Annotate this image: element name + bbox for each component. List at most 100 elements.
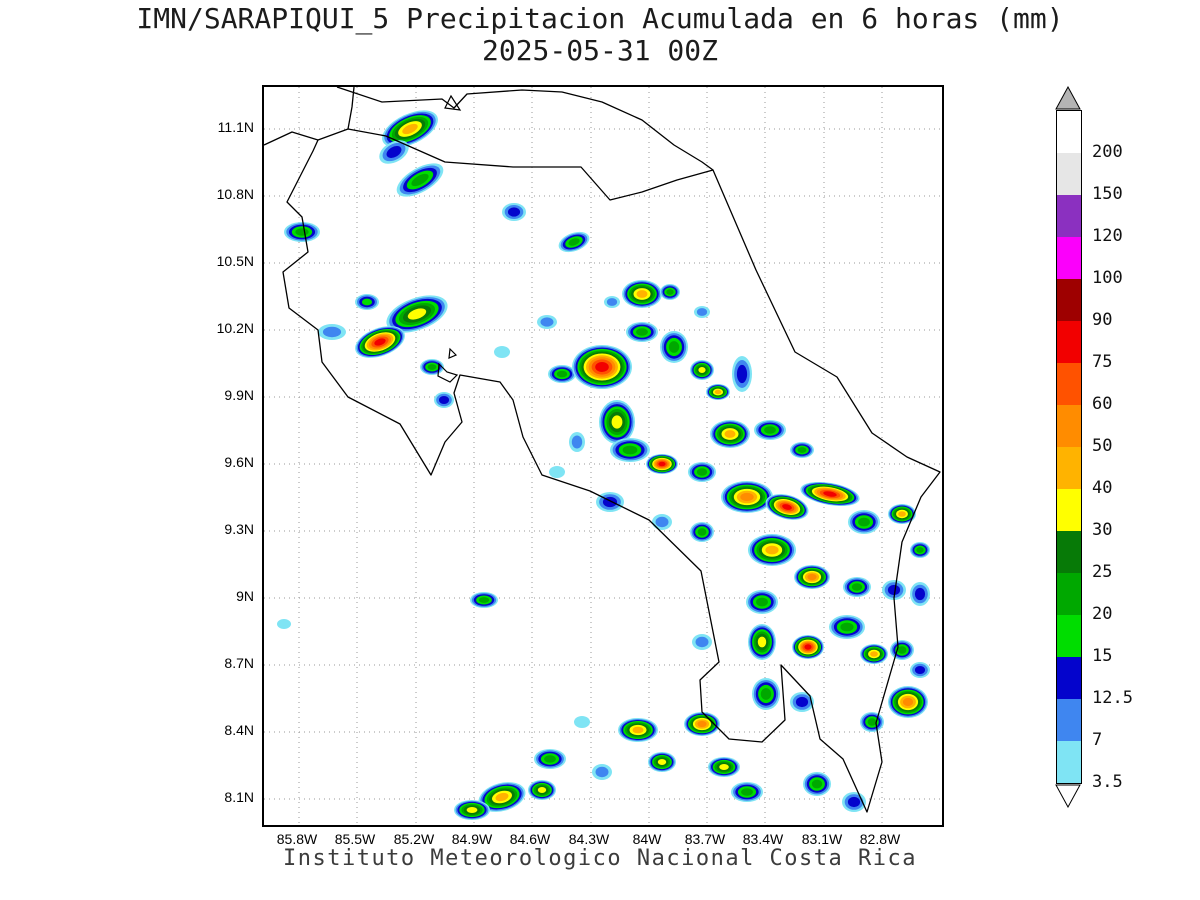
precip-cell	[690, 522, 714, 542]
precip-cell	[660, 284, 680, 300]
colorbar-label: 60	[1092, 394, 1113, 414]
precip-cell	[618, 718, 658, 742]
precip-cell	[396, 163, 444, 197]
precip-cell	[646, 454, 678, 474]
lon-tick-label: 85.5W	[334, 831, 376, 847]
precip-cell	[888, 686, 928, 718]
precip-cell	[626, 322, 658, 342]
precip-cell	[569, 432, 585, 452]
lat-tick-label: 10.5N	[216, 253, 254, 269]
coastline-border	[264, 131, 319, 146]
lat-tick-label: 9.3N	[224, 521, 254, 537]
lon-tick-label: 84.9W	[451, 831, 493, 847]
lon-tick-label: 85.2W	[393, 831, 435, 847]
precip-cell	[420, 359, 444, 375]
precip-cell	[318, 324, 346, 340]
precip-cell	[660, 331, 688, 363]
precip-cell	[558, 231, 590, 253]
precip-cell	[748, 534, 796, 566]
chart-valid-time: 2025-05-31 00Z	[481, 34, 718, 67]
precip-cell	[790, 442, 814, 458]
colorbar-label: 12.5	[1092, 688, 1133, 708]
lon-tick-label: 84.3W	[568, 831, 610, 847]
precip-cell	[688, 462, 716, 482]
precip-cell	[599, 400, 635, 444]
precip-cell	[800, 481, 860, 507]
colorbar-arrow-up-icon	[1055, 86, 1081, 110]
colorbar-label: 30	[1092, 520, 1113, 540]
colorbar-label: 90	[1092, 310, 1113, 330]
precip-cell	[910, 582, 930, 606]
precip-cell	[746, 590, 778, 614]
colorbar-label: 50	[1092, 436, 1113, 456]
colorbar-segment	[1057, 489, 1081, 531]
precip-cell	[829, 615, 865, 639]
precip-cell	[284, 222, 320, 242]
colorbar-label: 40	[1092, 478, 1113, 498]
lat-tick-label: 9N	[236, 588, 254, 604]
lat-tick-label: 8.4N	[224, 722, 254, 738]
precip-cell	[604, 296, 620, 308]
precip-cell	[792, 635, 824, 659]
colorbar-label: 3.5	[1092, 772, 1123, 792]
precip-cell	[386, 295, 448, 333]
colorbar-segment	[1057, 447, 1081, 489]
precip-cell	[706, 384, 730, 400]
colorbar-segment	[1057, 363, 1081, 405]
precip-cell	[860, 644, 888, 664]
island-outline	[448, 347, 458, 359]
colorbar-segment	[1057, 111, 1081, 153]
colorbar-label: 100	[1092, 268, 1123, 288]
precip-cell	[494, 346, 510, 358]
precip-cell	[502, 203, 526, 221]
colorbar-label: 120	[1092, 226, 1123, 246]
precip-cell	[648, 752, 676, 772]
coastline-border	[336, 87, 714, 171]
precip-cell	[470, 592, 498, 608]
island-outline	[444, 94, 462, 111]
precip-cell	[454, 800, 490, 820]
precip-cell	[277, 619, 291, 629]
lat-tick-label: 10.2N	[216, 320, 254, 336]
precip-cell	[528, 780, 556, 800]
colorbar-label: 75	[1092, 352, 1113, 372]
lat-tick-label: 9.9N	[224, 387, 254, 403]
precip-cell	[652, 514, 672, 530]
precip-cell	[622, 280, 662, 308]
colorbar-label: 20	[1092, 604, 1113, 624]
gridlines	[264, 87, 942, 825]
lat-tick-label: 8.7N	[224, 655, 254, 671]
precip-cell	[843, 577, 871, 597]
chart-title: IMN/SARAPIQUI_5 Precipitacion Acumulada …	[136, 2, 1064, 35]
lon-tick-label: 84.6W	[509, 831, 551, 847]
precip-cell	[382, 110, 438, 148]
colorbar-segment	[1057, 741, 1081, 783]
coastline-border	[347, 87, 355, 130]
colorbar-segment	[1057, 279, 1081, 321]
precip-cell	[748, 624, 776, 660]
colorbar-segments	[1056, 110, 1082, 784]
colorbar-label: 15	[1092, 646, 1113, 666]
precip-cell	[572, 345, 632, 389]
coastline	[264, 87, 941, 813]
precip-cell	[754, 420, 786, 440]
precip-cell	[549, 466, 565, 478]
lat-tick-label: 11.1N	[217, 119, 254, 135]
precip-cell	[548, 365, 576, 383]
colorbar-arrow-down-icon	[1055, 784, 1081, 808]
precip-cell	[731, 782, 763, 802]
precip-cell	[765, 494, 809, 520]
colorbar-segment	[1057, 615, 1081, 657]
lon-tick-label: 83.4W	[742, 831, 784, 847]
precip-cell	[721, 481, 773, 513]
precip-cell	[694, 306, 710, 318]
colorbar-label: 150	[1092, 184, 1123, 204]
precip-cell	[574, 716, 590, 728]
precip-cell	[534, 749, 566, 769]
precip-cell	[910, 662, 930, 678]
precip-cell	[692, 634, 712, 650]
colorbar-segment	[1057, 195, 1081, 237]
lon-tick-label: 84W	[632, 831, 662, 847]
colorbar-segment	[1057, 153, 1081, 195]
